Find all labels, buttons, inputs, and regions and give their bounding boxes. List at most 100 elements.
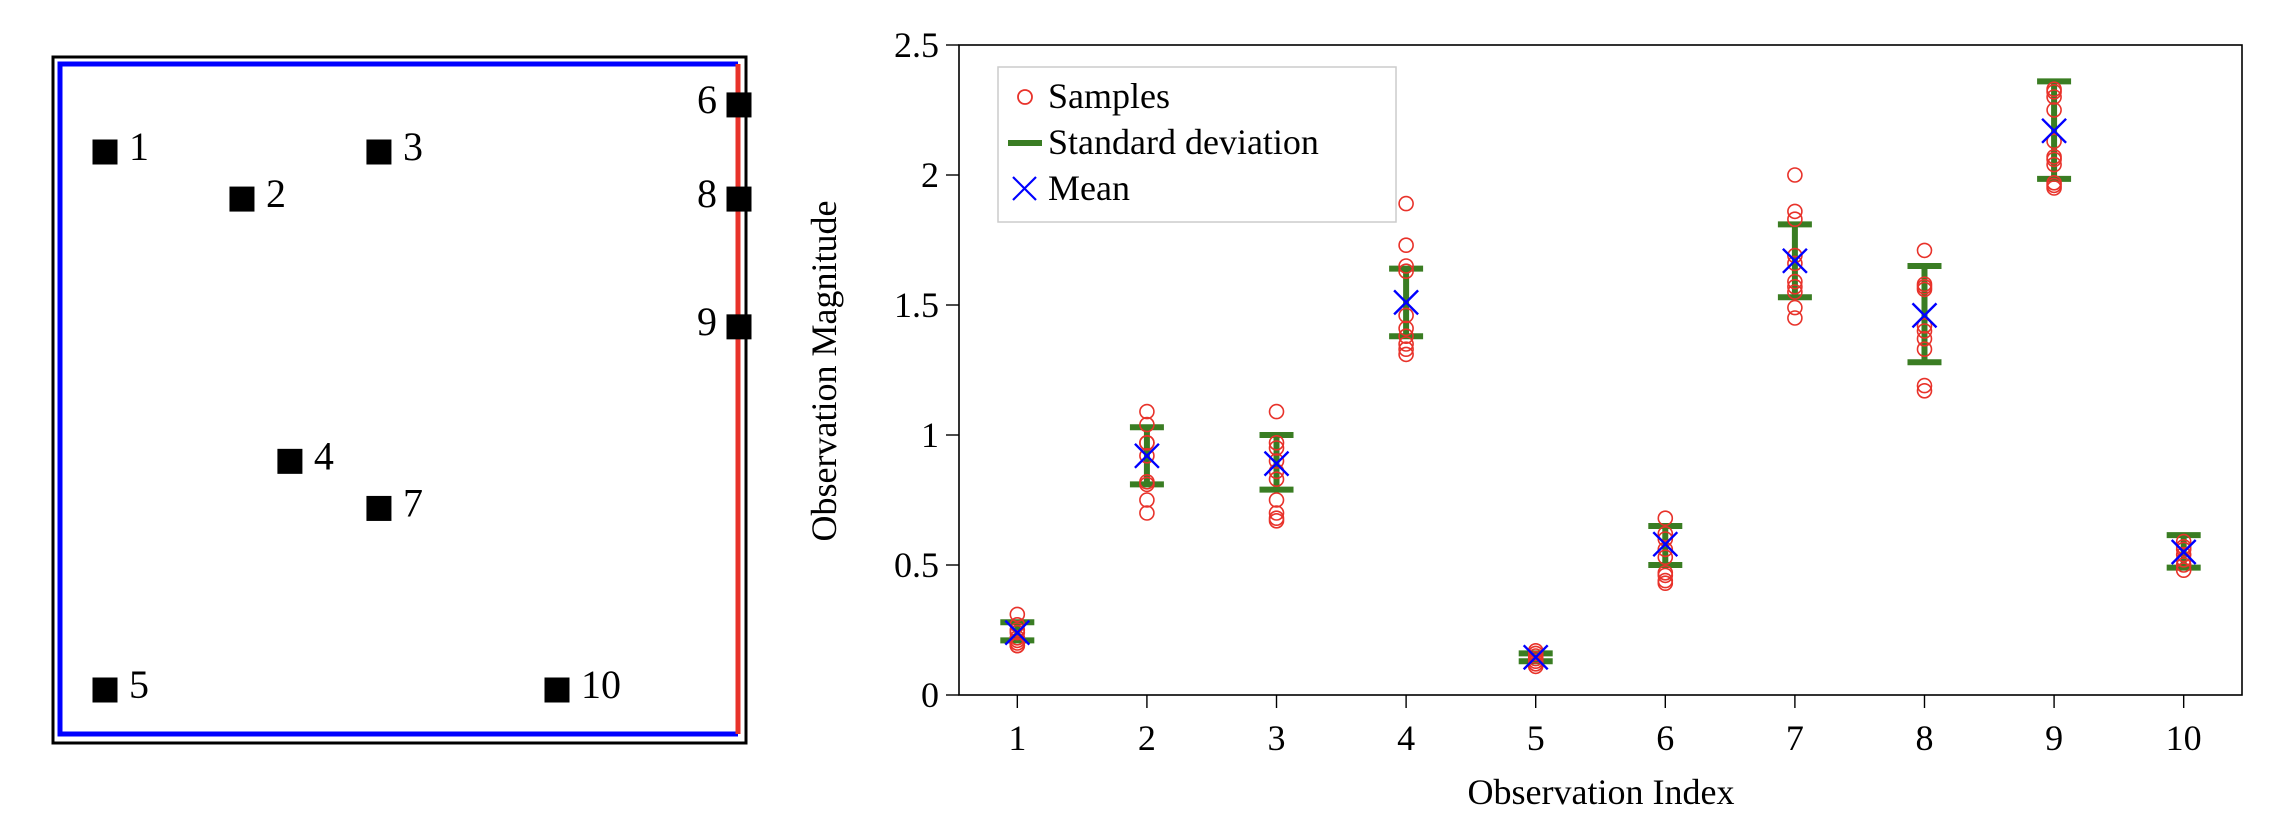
layout-node-9: 9: [697, 299, 752, 344]
sample-point: [1268, 471, 1285, 488]
node-square-marker: [366, 139, 392, 165]
mean-cross-stroke: [1652, 531, 1679, 558]
y-tick-label: 0: [921, 675, 939, 715]
sample-point: [1398, 328, 1414, 345]
sample-point: [1398, 195, 1414, 212]
mean-cross-stroke: [1522, 644, 1549, 671]
node-label: 4: [314, 433, 334, 478]
x-tick-label: 5: [1527, 718, 1545, 758]
sample-point: [2046, 84, 2062, 100]
y-tick-label: 0.5: [894, 545, 939, 585]
node-label: 2: [266, 171, 286, 216]
x-tick-label: 9: [2045, 718, 2063, 758]
mean-marker: [1393, 289, 1419, 316]
sample-point: [1787, 278, 1803, 295]
sample-point: [1787, 247, 1803, 264]
sample-point: [1787, 203, 1803, 220]
mean-marker: [1004, 619, 1031, 646]
layout-node-2: 2: [229, 171, 286, 216]
x-tick-label: 3: [1268, 718, 1286, 758]
mean-marker: [1652, 531, 1679, 558]
sample-point: [1527, 658, 1544, 675]
sample-point: [1657, 510, 1674, 527]
node-square-marker: [726, 314, 752, 340]
layout-node-10: 10: [544, 662, 621, 707]
node-square-marker: [544, 677, 570, 703]
sample-point: [2175, 541, 2192, 558]
sample-point: [1657, 525, 1674, 542]
node-label: 10: [581, 662, 621, 707]
mean-cross-stroke: [1134, 442, 1160, 469]
sample-point: [1139, 403, 1155, 420]
sample-point: [1787, 255, 1803, 272]
sample-point: [1916, 323, 1933, 339]
sample-point: [1916, 242, 1933, 259]
legend-entry-mean: Mean: [1012, 168, 1130, 208]
sample-point: [1916, 341, 1933, 358]
sample-point: [2046, 102, 2062, 118]
y-axis-ticks: 0 0.5 1 1.5 2 2.5: [894, 25, 959, 715]
sample-point: [1139, 416, 1155, 433]
sample-point: [1268, 492, 1285, 508]
node-label: 6: [697, 77, 717, 122]
layout-node-8: 8: [697, 171, 752, 216]
mean-marker: [1134, 442, 1160, 469]
mean-marker: [1782, 247, 1808, 274]
node-label: 5: [129, 662, 149, 707]
node-label: 8: [697, 171, 717, 216]
node-label: 9: [697, 299, 717, 344]
sample-point: [1787, 284, 1803, 300]
node-label: 1: [129, 124, 149, 169]
sample-point: [1398, 307, 1414, 324]
mean-marker: [1911, 302, 1938, 329]
legend-box: [997, 66, 1397, 223]
node-layout-panel: 1 2 3 4 5 6 7 8 9 10: [51, 55, 752, 745]
sample-point: [1657, 575, 1674, 592]
y-axis-label: Observation Magnitude: [804, 201, 844, 542]
x-tick-label: 2: [1138, 718, 1156, 758]
sample-point: [1916, 382, 1933, 399]
x-tick-label: 1: [1008, 718, 1026, 758]
sample-point: [1398, 346, 1414, 363]
mean-cross-stroke: [1911, 302, 1938, 329]
mean-series: [1004, 117, 2197, 671]
sample-point: [1398, 320, 1414, 337]
mean-marker: [2041, 117, 2067, 144]
layout-node-1: 1: [92, 124, 149, 169]
legend-label-mean: Mean: [1048, 168, 1130, 208]
sample-point: [1398, 237, 1414, 253]
x-tick-label: 10: [2166, 718, 2202, 758]
sample-point: [1398, 263, 1414, 280]
chart-legend: Samples Standard deviation Mean: [997, 66, 1397, 223]
mean-marker: [1522, 644, 1549, 671]
mean-cross-stroke: [1004, 619, 1031, 646]
sample-point: [2046, 133, 2062, 149]
sample-point: [1268, 505, 1285, 521]
layout-node-6: 6: [697, 77, 752, 122]
layout-node-5: 5: [92, 662, 149, 707]
y-tick-label: 2: [921, 155, 939, 195]
observation-chart: 0 0.5 1 1.5 2 2.5 1 2 3 4 5 6 7 8 9 10 Observation Mag…: [804, 25, 2243, 812]
node-square-marker: [229, 186, 255, 212]
y-tick-label: 1.5: [894, 285, 939, 325]
sample-point: [1398, 258, 1414, 274]
mean-cross-stroke: [1263, 450, 1290, 477]
mean-marker: [1263, 450, 1290, 477]
x-tick-label: 4: [1397, 718, 1415, 758]
sample-point: [2046, 180, 2062, 196]
circle-marker-icon: [1017, 89, 1033, 105]
node-label: 3: [403, 124, 423, 169]
x-axis-ticks: 1 2 3 4 5 6 7 8 9 10: [1008, 695, 2202, 758]
sample-point: [2175, 533, 2192, 550]
layout-node-7: 7: [366, 480, 423, 525]
sample-point: [1657, 567, 1674, 584]
node-square-marker: [366, 495, 392, 521]
sample-point: [1398, 341, 1414, 358]
sample-point: [1398, 336, 1414, 352]
layout-node-3: 3: [366, 124, 423, 169]
mean-cross-stroke: [2170, 539, 2197, 565]
x-tick-label: 6: [1656, 718, 1674, 758]
node-label: 7: [403, 480, 423, 525]
sample-point: [2175, 557, 2192, 573]
sample-point: [2175, 546, 2192, 563]
